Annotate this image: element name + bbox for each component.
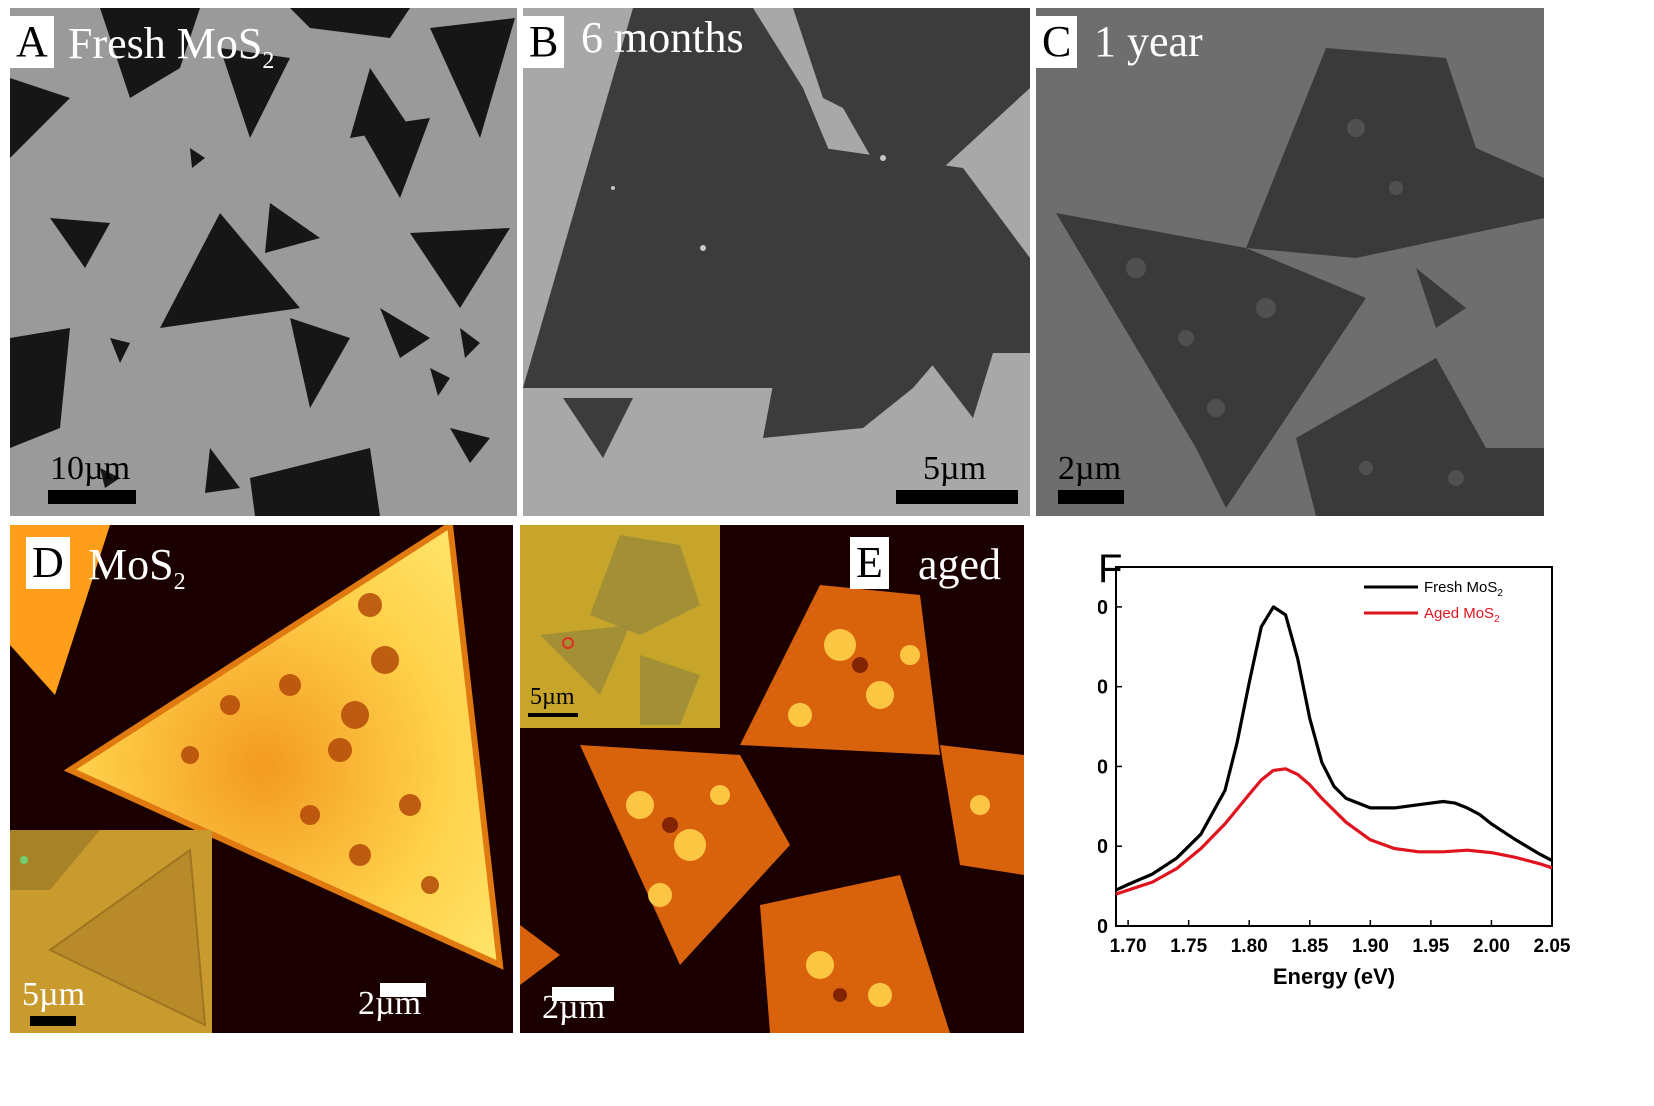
panel-d-pl-map: 5µm D MoS2 2µm xyxy=(10,525,513,1033)
x-tick-label: 2.05 xyxy=(1534,936,1571,957)
chart-legend: Fresh MoS2 Aged MoS2 xyxy=(1364,579,1503,625)
panel-c-title: 1 year xyxy=(1094,17,1203,66)
y-tick-label: 600 xyxy=(1098,916,1108,938)
x-tick-label: 1.90 xyxy=(1352,936,1389,957)
panel-f-pl-spectrum-chart: F 1.70 1.75 1.80 1.85 1.90 1.95 2.00 2.05 600 700… xyxy=(1025,547,1654,1101)
chart-axes: 1.70 1.75 1.80 1.85 1.90 1.95 2.00 2.05 600 700 80… xyxy=(1025,566,1571,989)
x-tick-label: 1.85 xyxy=(1291,936,1328,957)
y-tick-label: 700 xyxy=(1098,836,1108,858)
panel-d-inset-scalebar xyxy=(30,1016,76,1026)
y-tick-label: 800 xyxy=(1098,756,1108,778)
x-tick-label: 1.95 xyxy=(1412,936,1449,957)
panel-a-title-subscript: 2 xyxy=(262,47,275,74)
chart-frame xyxy=(1115,566,1553,927)
y-tick-label: 900 xyxy=(1098,677,1108,699)
panel-a-sem-image: A Fresh MoS2 10µm xyxy=(10,8,517,516)
x-axis-label: Energy (eV) xyxy=(1273,964,1395,989)
chart-plot-area: 1.70 1.75 1.80 1.85 1.90 1.95 2.00 2.05 600 700 80… xyxy=(1025,566,1571,989)
panel-d-optical-inset: 5µm xyxy=(10,830,212,1033)
sem-image-1-year-flakes xyxy=(1036,8,1544,516)
panel-letter-e: E xyxy=(850,537,889,589)
panel-e-title: aged xyxy=(918,540,1002,589)
x-tick-label: 1.80 xyxy=(1231,936,1268,957)
series-line-fresh xyxy=(1115,605,1553,892)
panel-a-scalebar-label: 10µm xyxy=(50,450,131,487)
sem-image-6-month-flakes xyxy=(523,8,1030,516)
legend-label-subscript: 2 xyxy=(1497,588,1503,599)
panel-letter-c: C xyxy=(1036,16,1078,68)
optical-inset-image xyxy=(10,830,212,1033)
panel-letter-d: D xyxy=(26,537,70,589)
panel-a-title: Fresh MoS2 xyxy=(68,22,274,73)
panel-e-scalebar xyxy=(552,987,614,1001)
x-tick-label: 2.00 xyxy=(1473,936,1510,957)
legend-label-subscript: 2 xyxy=(1494,614,1500,625)
panel-b-scalebar xyxy=(896,490,1018,504)
panel-e-inset-scalebar xyxy=(528,713,578,717)
panel-d-title: MoS2 xyxy=(88,543,186,594)
chart-series-group xyxy=(1115,605,1553,896)
panel-d-inset-scalebar-label: 5µm xyxy=(22,976,86,1013)
panel-a-title-text: Fresh MoS xyxy=(68,19,263,68)
panel-e-scalebar-label: 2µm xyxy=(542,989,606,1026)
panel-letter-f: F xyxy=(1098,547,1123,591)
panel-b-scalebar-label: 5µm xyxy=(923,450,987,487)
panel-e-pl-map: 5µm E aged 2µm xyxy=(520,525,1024,1033)
panel-d-scalebar-label: 2µm xyxy=(358,985,422,1022)
panel-letter-a: A xyxy=(10,16,54,68)
series-line-aged xyxy=(1115,767,1553,896)
optical-inset-image xyxy=(520,525,720,728)
panel-c-sem-image: C 1 year 2µm xyxy=(1036,8,1544,516)
panel-d-scalebar xyxy=(380,983,426,997)
panel-b-title: 6 months xyxy=(581,13,744,62)
x-tick-label: 1.75 xyxy=(1170,936,1207,957)
pl-intensity-map-aged xyxy=(520,525,1024,1033)
panel-d-title-text: MoS xyxy=(88,540,174,589)
legend-label: Aged MoS2 xyxy=(1424,605,1500,625)
panel-c-scalebar-label: 2µm xyxy=(1058,450,1122,487)
y-tick-label: 1000 xyxy=(1098,597,1108,619)
panel-e-optical-inset: 5µm xyxy=(520,525,720,728)
panel-a-scalebar xyxy=(48,490,136,504)
panel-d-title-subscript: 2 xyxy=(173,568,186,595)
panel-b-sem-image: B 6 months 5µm xyxy=(523,8,1030,516)
panel-e-inset-scalebar-label: 5µm xyxy=(530,684,575,710)
x-tick-label: 1.70 xyxy=(1110,936,1147,957)
panel-c-scalebar xyxy=(1058,490,1124,504)
sem-image-fresh-flakes xyxy=(10,8,517,516)
legend-label: Fresh MoS2 xyxy=(1424,579,1503,599)
panel-letter-b: B xyxy=(523,16,565,68)
